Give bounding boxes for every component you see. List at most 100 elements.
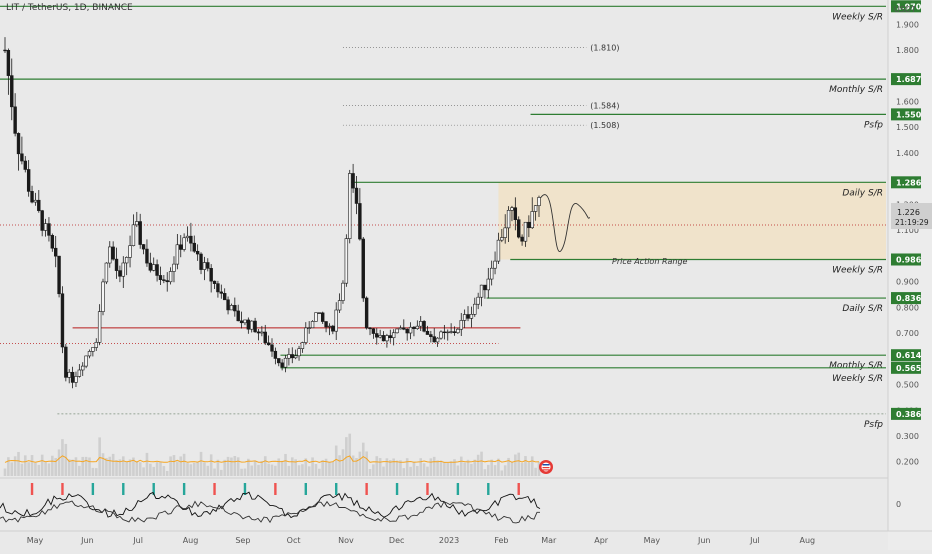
volume-bar (226, 456, 230, 476)
sr-levels-layer: Weekly S/R Monthly S/R Psfp Daily S/R Weekly… (0, 5, 886, 430)
candle-body (189, 235, 193, 244)
candle-body (405, 328, 409, 334)
volume-bar (40, 454, 44, 476)
projection-layer (540, 194, 591, 252)
candle-body (121, 262, 125, 277)
candle-body (10, 75, 14, 108)
volume-bar (419, 458, 423, 476)
volume-bar (338, 455, 341, 476)
candle-body (520, 236, 524, 242)
candle-body (280, 362, 284, 368)
candle-body (446, 331, 450, 334)
level-badge[interactable] (891, 361, 921, 374)
candle-body (209, 268, 213, 282)
volume-bar (74, 457, 78, 476)
volume-bar (121, 456, 125, 476)
volume-bar (84, 456, 88, 476)
candle-body (43, 223, 48, 231)
indicator-line-2 (0, 500, 540, 524)
level-badge[interactable] (891, 253, 921, 266)
volume-bar (307, 466, 311, 476)
volume-bar (118, 459, 122, 476)
volume-bar (189, 464, 193, 476)
time-axis-label: May (644, 536, 661, 545)
volume-bar (176, 461, 179, 476)
sr-level-label: Psfp (864, 120, 883, 130)
candle-body (179, 244, 183, 250)
volume-bar (365, 451, 368, 476)
volume-bar (128, 459, 132, 476)
volume-bar (78, 465, 81, 476)
level-badge[interactable] (891, 292, 921, 305)
volume-bar (135, 461, 139, 476)
candle-body (290, 354, 294, 359)
candle-body (260, 331, 264, 334)
candle-body (50, 235, 55, 249)
level-badge[interactable] (891, 0, 921, 13)
time-axis-label: Jul (749, 536, 760, 545)
flag-icon[interactable] (539, 460, 553, 474)
candle-body (408, 326, 413, 334)
candle-body (320, 312, 325, 322)
chart-title: LIT / TetherUS, 1D, BINANCE (6, 3, 133, 13)
level-badge-label: 0.565 (896, 364, 922, 373)
volume-bar (37, 464, 41, 476)
volume-bar (152, 466, 156, 476)
level-badge[interactable] (891, 73, 921, 86)
indicator-bar (456, 483, 460, 495)
candle-body (304, 327, 308, 343)
indicator-zero-label: 0 (896, 500, 901, 509)
volume-bar (294, 459, 297, 476)
indicator-bar (182, 483, 186, 495)
volume-bar (311, 457, 314, 476)
indicator-bar (517, 483, 520, 495)
level-badge[interactable] (891, 108, 921, 121)
level-badge[interactable] (891, 176, 921, 189)
volume-bar (446, 462, 450, 476)
candle-body (91, 347, 95, 352)
indicator-bar (122, 483, 125, 495)
candle-body (476, 296, 480, 305)
volume-bar (466, 459, 470, 476)
volume-bar (497, 458, 500, 476)
level-badge-label: 1.687 (896, 75, 921, 84)
volume-bar (527, 462, 531, 476)
indicator-bar (365, 483, 368, 495)
level-badge-label: 0.986 (896, 255, 922, 264)
time-axis-label: 2023 (439, 536, 459, 545)
level-badges-layer: 1.970 1.687 1.550 1.286 0.986 0.836 0.614 0.565… (891, 0, 922, 420)
volume-bar (145, 452, 149, 476)
candle-body (168, 271, 173, 283)
volume-bar (334, 445, 338, 476)
volume-bar (297, 465, 301, 476)
candle-body (429, 334, 433, 337)
level-badge[interactable] (891, 407, 921, 420)
volume-bar (388, 460, 392, 476)
volume-bar (64, 443, 68, 476)
candle-body (415, 325, 420, 329)
volume-bar (456, 465, 460, 476)
candle-body (3, 49, 7, 52)
price-tick-label: 0.800 (896, 303, 919, 312)
candle-body (135, 221, 139, 226)
current-price-badge[interactable]: 1.226 21:19:29 (891, 203, 932, 229)
volume-ma-line (4, 455, 540, 463)
candle-body (236, 310, 240, 322)
candle-body (266, 342, 271, 346)
candle-body (84, 355, 88, 367)
candle-body (243, 319, 247, 324)
volume-bar (443, 462, 446, 476)
time-axis-label: Dec (389, 536, 404, 545)
level-badge[interactable] (891, 349, 921, 362)
candle-body (81, 365, 85, 371)
volume-bar (274, 465, 277, 476)
volume-bar (172, 455, 176, 476)
volume-bar (250, 465, 254, 476)
level-badge-label: 1.286 (896, 178, 922, 187)
volume-bar (399, 460, 402, 476)
candle-body (273, 350, 278, 359)
sr-level-label: Psfp (864, 420, 883, 430)
volume-bar (3, 468, 7, 476)
